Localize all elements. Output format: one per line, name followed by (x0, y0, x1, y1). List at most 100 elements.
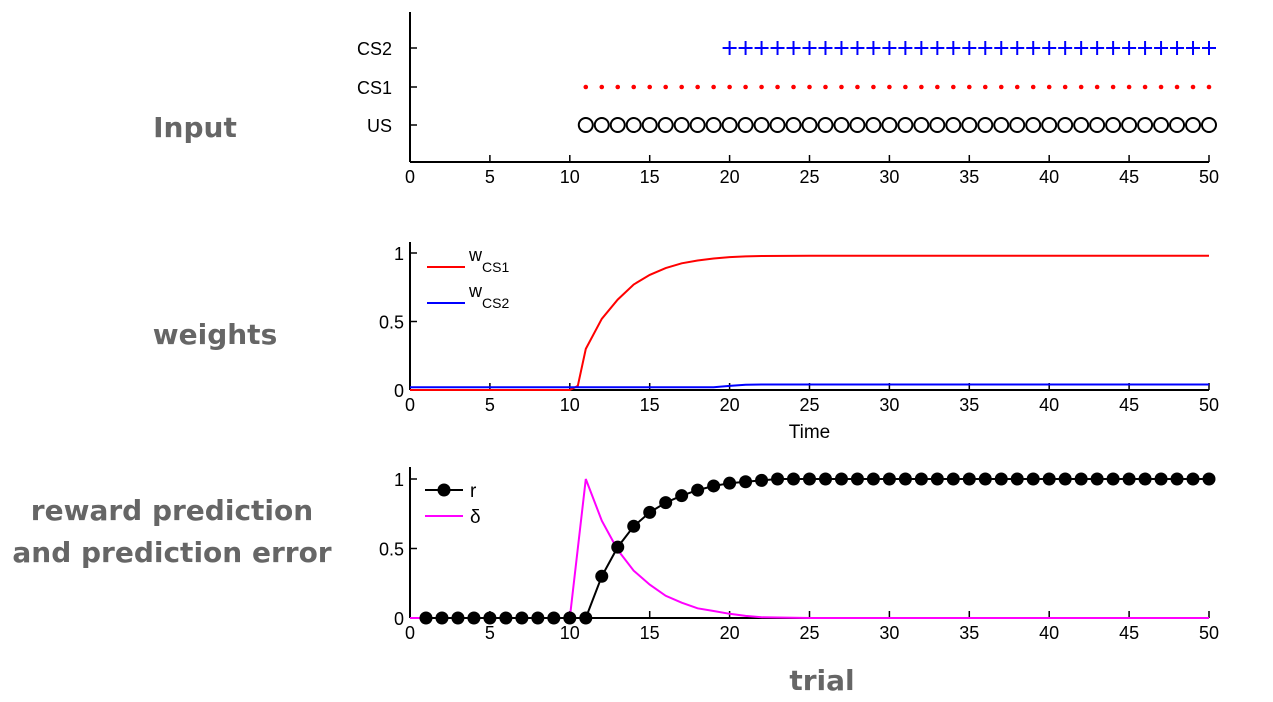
r-point (723, 476, 737, 490)
us-marker (1009, 117, 1026, 133)
x-tick-label: 25 (799, 167, 819, 187)
cs2-marker (1090, 41, 1105, 55)
cs1-marker (823, 84, 828, 90)
us-marker (721, 117, 738, 133)
cs1-marker (791, 84, 796, 90)
x-tick-label: 0 (405, 167, 415, 187)
w-cs2-line (410, 383, 1209, 389)
r-point (1186, 472, 1200, 486)
x-tick-label: 25 (799, 623, 819, 643)
us-marker (689, 117, 706, 133)
cs2-marker (946, 41, 961, 55)
cs2-marker (1010, 41, 1025, 55)
us-marker (865, 117, 882, 133)
cs1-marker (1174, 84, 1180, 90)
x-tick-label: 40 (1039, 623, 1059, 643)
r-point (771, 472, 785, 486)
legend-label: wCS1 (468, 245, 509, 275)
y-tick-label: 1 (394, 244, 404, 264)
cs1-marker (1030, 84, 1036, 90)
us-marker (801, 117, 818, 133)
r-point (898, 472, 912, 486)
r-point (1122, 472, 1136, 486)
r-point (675, 489, 689, 503)
r-point (467, 611, 481, 625)
us-marker (833, 117, 850, 133)
r-point (994, 472, 1008, 486)
cs2-marker (1138, 41, 1153, 55)
reward-prediction-label-line1: reward prediction (30, 494, 314, 527)
us-marker (1089, 117, 1106, 133)
us-marker (881, 117, 898, 133)
us-marker (1121, 117, 1138, 133)
cs1-marker (887, 84, 892, 90)
r-point (1202, 472, 1216, 486)
r-point (483, 611, 497, 625)
y-tick-label: US (367, 116, 392, 136)
cs1-marker (615, 84, 621, 90)
x-tick-label: 35 (959, 395, 979, 415)
y-tick-label: 0.5 (379, 313, 404, 333)
cs2-marker (1074, 41, 1089, 55)
r-point (1058, 472, 1072, 486)
x-tick-label: 30 (879, 167, 899, 187)
us-marker (849, 117, 866, 133)
weights-panel-label: weights (152, 318, 278, 351)
cs1-marker (1190, 84, 1196, 90)
us-marker (593, 117, 610, 133)
cs2-marker (802, 41, 817, 55)
cs2-marker (1154, 41, 1169, 55)
us-marker (1137, 117, 1154, 133)
cs2-marker (978, 41, 993, 55)
x-tick-label: 30 (879, 623, 899, 643)
x-tick-label: 0 (405, 623, 415, 643)
cs2-marker (722, 41, 737, 55)
reward-prediction-panel-label: reward prediction and prediction error (8, 490, 336, 574)
cs2-marker (898, 41, 913, 55)
r-point (643, 505, 657, 519)
r-point (818, 472, 832, 486)
us-marker (1041, 117, 1058, 133)
cs2-marker (866, 41, 881, 55)
us-marker (1201, 117, 1217, 133)
x-tick-label: 50 (1199, 623, 1219, 643)
r-point (1074, 472, 1088, 486)
us-marker (1105, 117, 1122, 133)
us-marker (577, 117, 594, 133)
cs2-marker (914, 41, 929, 55)
us-marker (1073, 117, 1090, 133)
r-point (531, 611, 545, 625)
cs1-marker (998, 84, 1004, 90)
r-point (659, 496, 673, 510)
x-tick-label: 45 (1119, 623, 1139, 643)
cs1-marker (759, 84, 764, 90)
x-tick-label: 10 (560, 395, 580, 415)
legend-label-subscript: CS1 (482, 259, 509, 275)
legend-label: δ (470, 507, 481, 528)
x-tick-label: 40 (1039, 395, 1059, 415)
us-marker (945, 117, 962, 133)
cs2-marker (850, 41, 865, 55)
r-point (962, 472, 976, 486)
y-tick-label: 0.5 (379, 540, 404, 560)
x-tick-label: 30 (879, 395, 899, 415)
cs2-marker (962, 41, 977, 55)
x-tick-label: 25 (799, 395, 819, 415)
us-marker (785, 117, 802, 133)
cs1-marker (727, 84, 732, 90)
x-tick-label: 5 (485, 395, 495, 415)
us-marker (673, 117, 690, 133)
r-point (579, 611, 593, 625)
x-tick-label: 20 (720, 395, 740, 415)
us-marker (705, 117, 722, 133)
cs1-marker (919, 84, 924, 90)
us-marker (753, 117, 770, 133)
cs2-marker (834, 41, 849, 55)
r-point (1090, 472, 1104, 486)
us-marker (657, 117, 674, 133)
us-marker (961, 117, 978, 133)
cs2-marker (1122, 41, 1137, 55)
us-marker (1025, 117, 1042, 133)
cs2-marker (1186, 41, 1201, 55)
legend-marker (437, 483, 451, 497)
